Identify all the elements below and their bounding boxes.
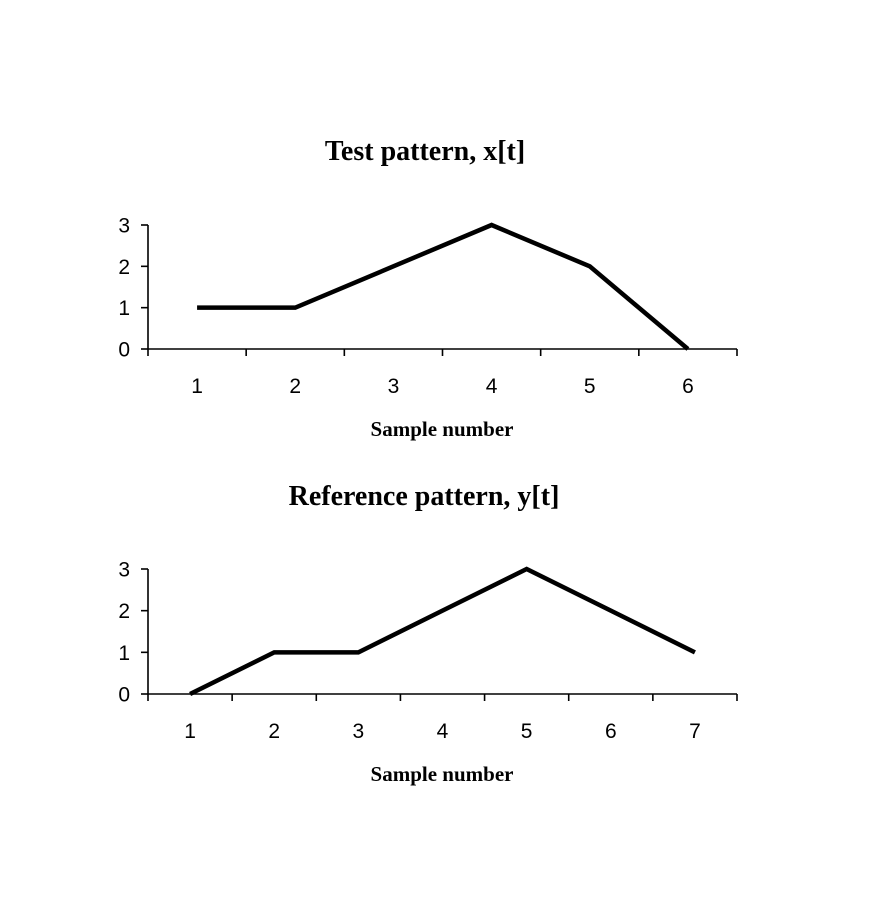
y-tick-label-test-pattern: 2: [118, 256, 130, 279]
x-tick-label-reference-pattern: 5: [521, 720, 533, 743]
x-tick-label-test-pattern: 3: [388, 375, 400, 398]
x-tick-label-reference-pattern: 7: [689, 720, 701, 743]
y-tick-label-reference-pattern: 3: [118, 559, 130, 582]
reference-pattern-chart: Reference pattern, y[t] Sample number 0 1…: [118, 481, 738, 786]
y-tick-label-test-pattern: 3: [118, 215, 130, 238]
y-tick-label-test-pattern: 0: [118, 339, 130, 362]
chart-title-reference-pattern: Reference pattern, y[t]: [289, 481, 560, 512]
x-tick-label-reference-pattern: 1: [184, 720, 196, 743]
chart-title-test-pattern: Test pattern, x[t]: [325, 136, 525, 167]
x-tick-label-test-pattern: 1: [191, 375, 203, 398]
y-tick-label-reference-pattern: 2: [118, 600, 130, 623]
x-tick-label-test-pattern: 5: [584, 375, 596, 398]
x-tick-label-test-pattern: 2: [289, 375, 301, 398]
test-pattern-chart: Test pattern, x[t] Sample number 0 1 2 3 1 2 3…: [118, 136, 738, 441]
x-tick-label-test-pattern: 6: [682, 375, 694, 398]
x-tick-label-test-pattern: 4: [486, 375, 498, 398]
series-line-reference-pattern: [189, 566, 696, 697]
y-tick-label-reference-pattern: 1: [118, 642, 130, 665]
x-tick-label-reference-pattern: 4: [437, 720, 449, 743]
series-line-test-pattern: [197, 222, 690, 351]
x-tick-label-reference-pattern: 2: [268, 720, 280, 743]
x-axis-label-reference-pattern: Sample number: [371, 762, 514, 786]
x-tick-label-reference-pattern: 3: [353, 720, 365, 743]
y-tick-label-reference-pattern: 0: [118, 684, 130, 707]
x-axis-label-test-pattern: Sample number: [371, 417, 514, 441]
y-tick-label-test-pattern: 1: [118, 297, 130, 320]
x-tick-label-reference-pattern: 6: [605, 720, 617, 743]
